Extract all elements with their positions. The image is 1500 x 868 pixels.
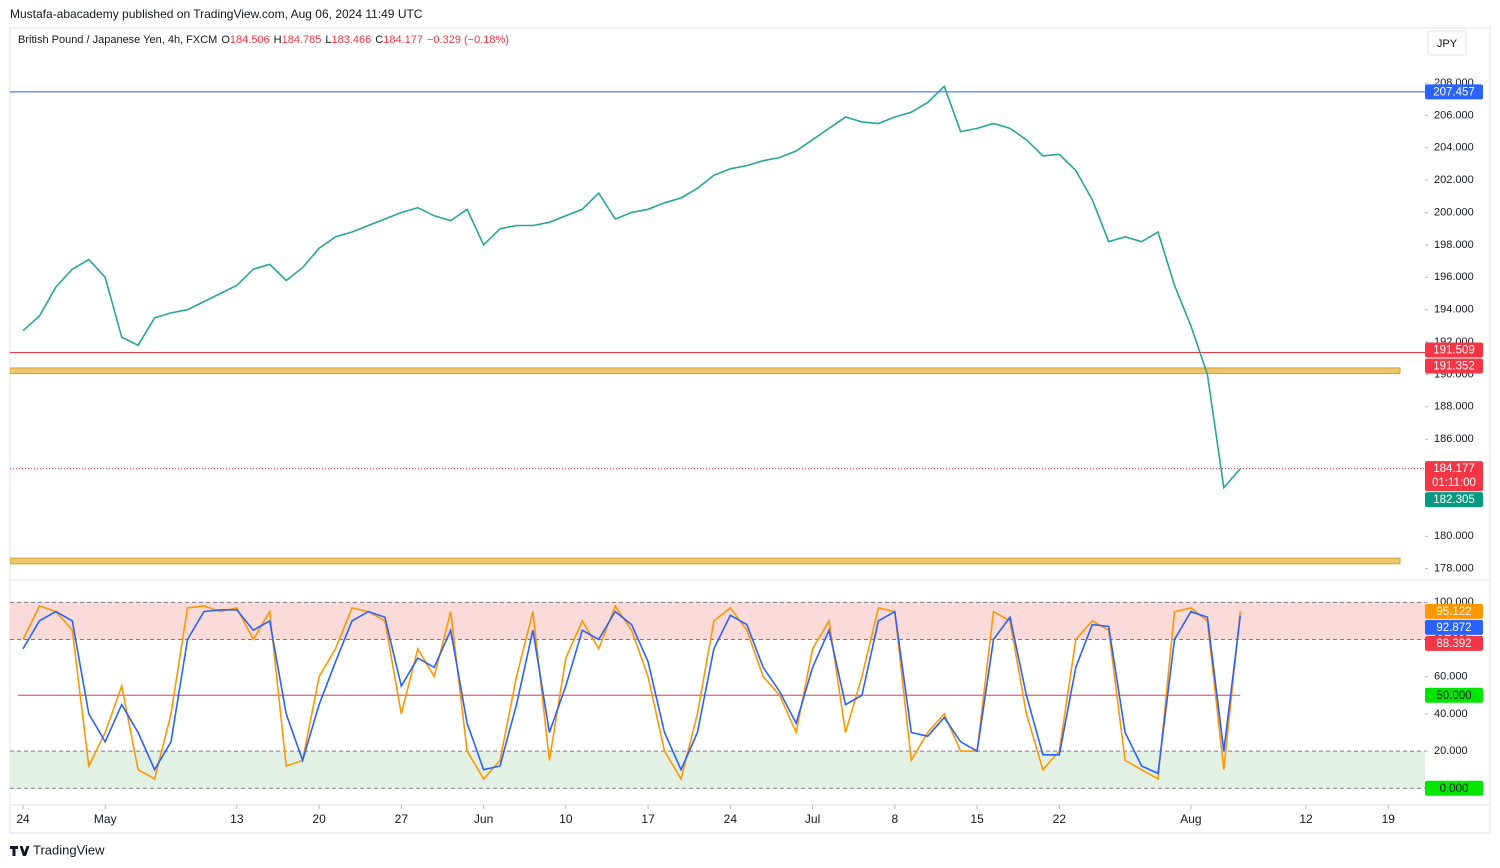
currency[interactable]: JPY xyxy=(1437,38,1458,50)
x-tick-label: 15 xyxy=(970,812,984,826)
ohlc-item: C 184.177 xyxy=(375,34,423,46)
price-tag xyxy=(1425,619,1483,635)
pane xyxy=(10,84,1425,565)
price-tag-label: 50.000 xyxy=(1436,690,1471,702)
symbol: British Pound / Japanese Yen, 4h, FXCM xyxy=(18,34,218,46)
price-tag xyxy=(1425,492,1483,508)
y-tick-label: 202.000 xyxy=(1434,174,1474,186)
y-tick-label: 178.000 xyxy=(1434,563,1474,575)
footer-brand: TradingView xyxy=(33,842,105,857)
ohlc-value: 184.785 xyxy=(281,34,322,46)
ohlc-value: 184.177 xyxy=(383,34,423,46)
symbol-line: British Pound / Japanese Yen, 4h, FXCM O… xyxy=(18,34,509,46)
ohlc-item: L 183.466 xyxy=(325,34,371,46)
currency-button[interactable] xyxy=(1427,30,1467,56)
price-tag xyxy=(1425,603,1483,619)
price-tag-label: 191.509 xyxy=(1433,345,1475,357)
zone xyxy=(10,367,1401,375)
x-tick-label: Jun xyxy=(474,812,493,826)
price-tag-label: 88.392 xyxy=(1436,638,1471,650)
ohlc-item: H 184.785 xyxy=(274,34,322,46)
x-tick-label: 13 xyxy=(230,812,244,826)
x-tick-label: Aug xyxy=(1180,812,1201,826)
price-tag xyxy=(1425,461,1483,492)
price-tag xyxy=(1425,635,1483,651)
publisher: Mustafa-abacademy published on TradingVi… xyxy=(10,7,423,21)
y-tick-label: 194.000 xyxy=(1434,304,1474,316)
x-tick-label: Jul xyxy=(805,812,820,826)
x-tick-label: 22 xyxy=(1053,812,1067,826)
countdown: 01:11:00 xyxy=(1432,477,1476,489)
price-tag-label: 95.122 xyxy=(1436,606,1471,618)
x-tick-label: 24 xyxy=(724,812,738,826)
y-tick-label: 180.000 xyxy=(1434,530,1474,542)
price-tag xyxy=(1425,84,1483,100)
x-tick-label: 24 xyxy=(16,812,30,826)
x-tick-label: May xyxy=(94,812,117,826)
band xyxy=(10,751,1425,789)
price-tag-label: 0.000 xyxy=(1440,783,1469,795)
y-tick-label: 198.000 xyxy=(1434,239,1474,251)
y-tick-label: 40.000 xyxy=(1434,708,1468,720)
price-tag-label: 191.352 xyxy=(1433,361,1475,373)
y-tick-label: 60.000 xyxy=(1434,671,1468,683)
price-tag-label: 182.305 xyxy=(1433,494,1475,506)
chart-frame xyxy=(9,27,1491,834)
ohlc-key: C xyxy=(375,34,384,46)
footer-logo xyxy=(10,846,30,856)
price-tag-label: 207.457 xyxy=(1433,86,1475,98)
y-tick-label: 196.000 xyxy=(1434,271,1474,283)
ohlc-key: H xyxy=(273,34,282,46)
ohlc-item: O 184.506 xyxy=(221,34,269,46)
band xyxy=(10,602,1425,640)
series-line xyxy=(22,609,1242,775)
pane xyxy=(10,601,1425,789)
y-tick-label: 188.000 xyxy=(1434,401,1474,413)
y-tick-label: 20.000 xyxy=(1434,745,1468,757)
ohlc-value: 184.506 xyxy=(229,34,270,46)
x-tick-label: 17 xyxy=(641,812,655,826)
y-tick-label: 186.000 xyxy=(1434,433,1474,445)
ohlc-key: L xyxy=(325,34,332,46)
y-tick-label: 204.000 xyxy=(1434,142,1474,154)
ohlc-value: 183.466 xyxy=(331,34,372,46)
x-tick-label: 8 xyxy=(891,812,898,826)
x-tick-label: 10 xyxy=(559,812,573,826)
x-tick-label: 20 xyxy=(312,812,326,826)
ohlc-key: O xyxy=(221,34,230,46)
x-tick-label: 19 xyxy=(1382,812,1396,826)
price-tag-label: 92.872 xyxy=(1436,622,1471,634)
price-tag xyxy=(1425,687,1483,703)
y-tick-label: 206.000 xyxy=(1434,109,1474,121)
series-line xyxy=(22,84,1241,490)
price-tag xyxy=(1425,780,1483,796)
x-tick-label: 12 xyxy=(1299,812,1313,826)
zone xyxy=(10,557,1401,565)
price-tag-label: 184.177 xyxy=(1433,463,1475,475)
x-tick-label: 27 xyxy=(395,812,409,826)
y-tick-label: 200.000 xyxy=(1434,206,1474,218)
change: −0.329 (−0.18%) xyxy=(427,34,509,46)
price-tag xyxy=(1425,358,1483,374)
price-tag xyxy=(1425,342,1483,358)
